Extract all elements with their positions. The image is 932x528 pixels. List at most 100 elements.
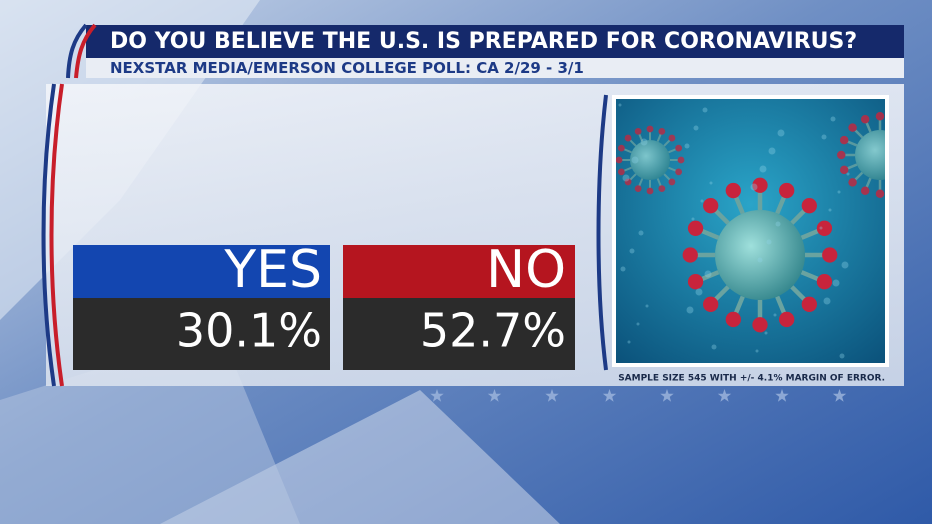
stripe: [66, 23, 88, 79]
label-box: [343, 245, 575, 298]
spike-tip: [668, 134, 676, 142]
particle: [755, 349, 759, 353]
star: [487, 389, 502, 402]
particle: [828, 208, 832, 212]
particle: [773, 313, 777, 317]
particle: [684, 143, 690, 149]
particle: [764, 331, 768, 335]
particle: [640, 138, 648, 146]
footnote: SAMPLE SIZE 545 WITH +/- 4.1% MARGIN OF …: [618, 374, 885, 384]
spike-tip: [624, 178, 632, 186]
star: [832, 389, 847, 402]
particle: [821, 134, 827, 140]
stripe: [74, 23, 97, 79]
particle: [686, 306, 694, 314]
particle: [759, 165, 767, 173]
viruses: [616, 103, 885, 359]
result-yes: YES 30.1%: [73, 240, 330, 370]
spike-tip: [848, 178, 857, 187]
star: [545, 389, 559, 402]
particle: [629, 248, 635, 254]
spike-tip: [668, 178, 676, 186]
particle: [704, 270, 712, 278]
spike-tip: [779, 182, 795, 199]
spike-tip: [646, 125, 654, 133]
virus: [682, 177, 838, 333]
spike-tip: [839, 135, 849, 145]
particle: [627, 340, 631, 344]
spike-tip: [658, 127, 666, 135]
spike-tip: [816, 220, 833, 236]
subtitle: NEXSTAR MEDIA/EMERSON COLLEGE POLL: CA 2…: [110, 59, 584, 77]
star: [660, 389, 674, 402]
spike-tip: [779, 311, 795, 328]
particle: [841, 261, 849, 269]
particle: [645, 304, 649, 308]
label-box: [73, 245, 330, 298]
spike-tip: [687, 220, 704, 236]
spike-tip: [682, 247, 698, 263]
star: [717, 389, 732, 402]
title: DO YOU BELIEVE THE U.S. IS PREPARED FOR …: [110, 29, 857, 54]
particle: [837, 190, 841, 194]
particle: [768, 147, 776, 155]
spike-tip: [816, 274, 833, 290]
star: [602, 389, 617, 402]
spike-tip: [634, 127, 642, 135]
particle: [711, 344, 717, 350]
particle: [846, 172, 850, 176]
core: [715, 210, 805, 300]
spike-tip: [752, 177, 768, 193]
spike-tip: [822, 247, 838, 263]
core: [630, 140, 670, 180]
spike-tip: [837, 150, 846, 160]
stripe: [49, 83, 64, 387]
particle: [819, 226, 823, 230]
particle: [777, 129, 785, 137]
spike-tip: [875, 189, 885, 198]
spike-tip: [675, 168, 683, 176]
value-box: [73, 298, 330, 370]
stripe: [596, 94, 608, 371]
particle: [750, 183, 758, 191]
result-label: NO: [486, 240, 566, 300]
spike-tip: [687, 274, 704, 290]
spike-tip: [848, 123, 857, 132]
value-box: [343, 298, 575, 370]
core: [855, 130, 885, 180]
particle: [691, 217, 695, 221]
spike-tip: [860, 186, 870, 196]
particle: [766, 239, 772, 245]
spike-tip: [839, 165, 849, 175]
spike-tip: [703, 198, 719, 214]
particle: [823, 297, 831, 305]
spike-tip: [634, 185, 642, 193]
result-value: 52.7%: [420, 304, 566, 358]
spike-tip: [725, 182, 741, 199]
spike-tip: [616, 156, 623, 164]
spike-tip: [646, 187, 654, 195]
spike-tip: [624, 134, 632, 142]
particle: [620, 266, 626, 272]
spike-tip: [675, 144, 683, 152]
star: [775, 389, 789, 402]
particle: [695, 288, 703, 296]
particle: [618, 103, 622, 107]
result-label: YES: [223, 240, 322, 300]
virus-image: [616, 99, 885, 363]
particle: [832, 279, 840, 287]
particle: [700, 199, 704, 203]
particle: [757, 257, 763, 263]
particle: [638, 230, 644, 236]
particle: [693, 125, 699, 131]
spike-tip: [703, 296, 719, 312]
virus: [837, 112, 885, 198]
title-bar: [86, 25, 904, 58]
result-value: 30.1%: [176, 304, 322, 358]
particle: [709, 181, 713, 185]
subtitle-bar: [86, 58, 904, 78]
particle: [636, 322, 640, 326]
spike-tip: [677, 156, 685, 164]
particle: [830, 116, 836, 122]
